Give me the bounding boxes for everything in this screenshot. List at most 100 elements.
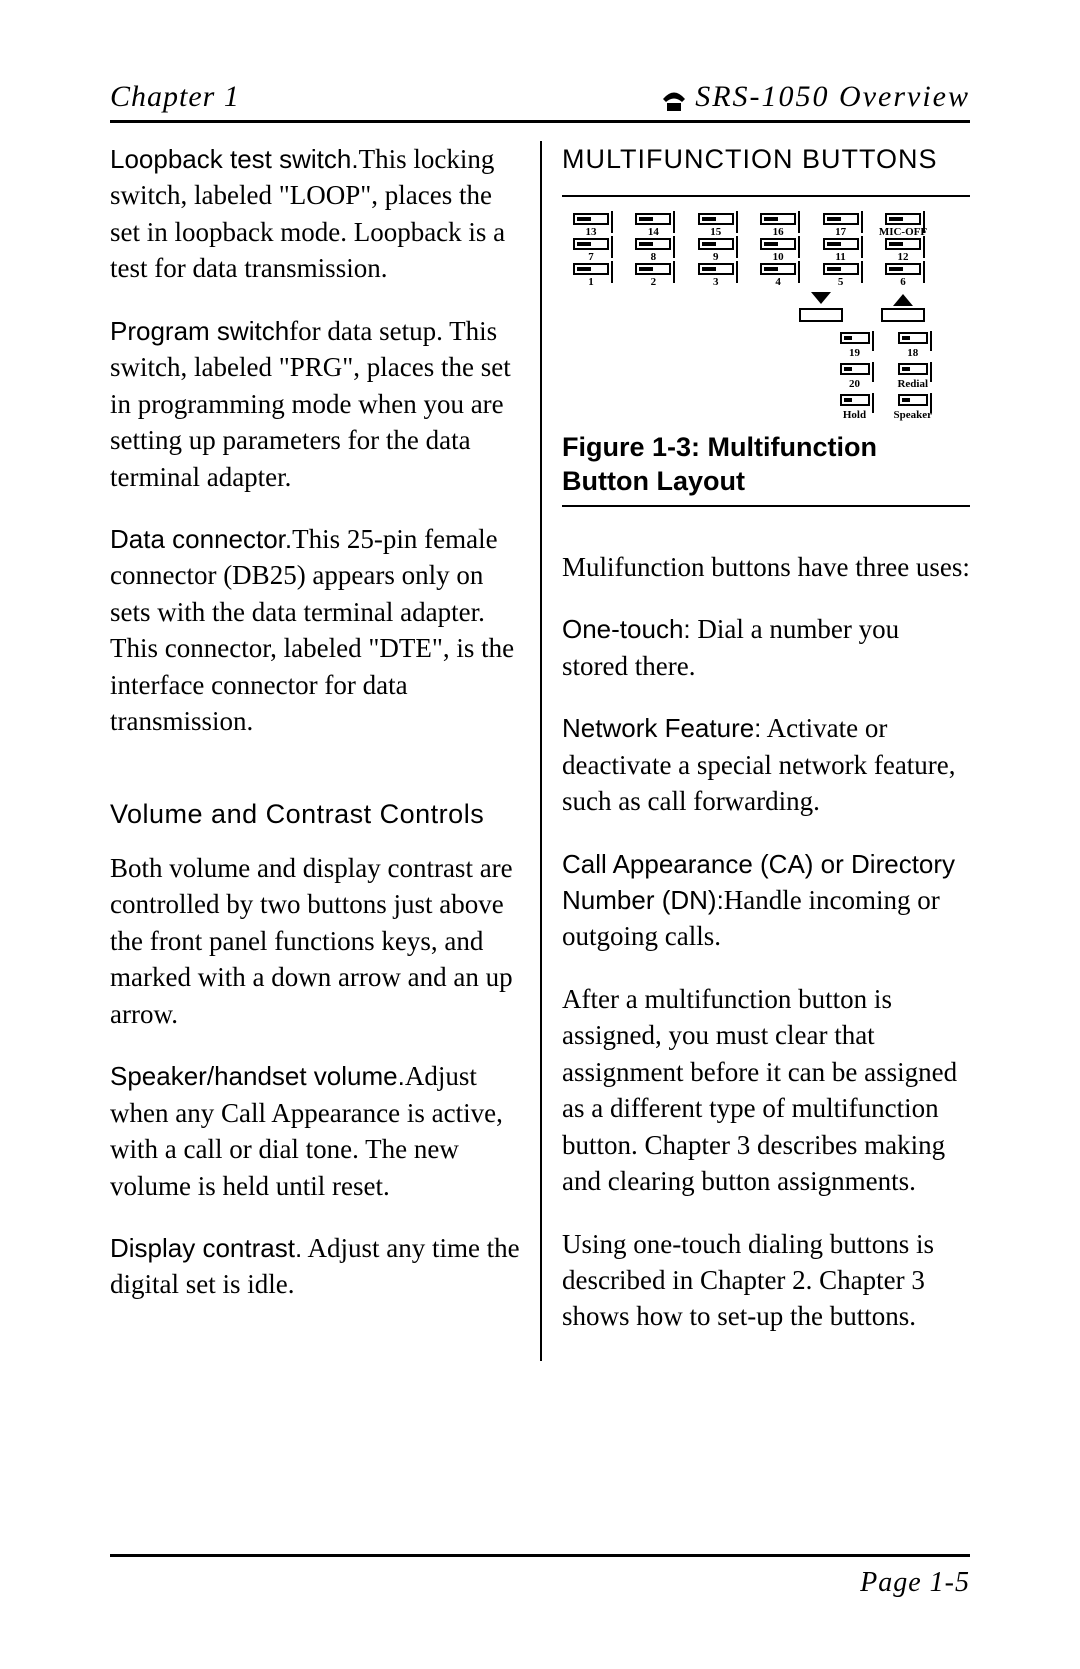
key-19 bbox=[840, 332, 870, 344]
key-redial bbox=[898, 363, 928, 375]
key-label: 18 bbox=[907, 348, 918, 359]
page-header: Chapter 1 SRS-1050 Overview bbox=[110, 80, 970, 123]
chapter-label: Chapter 1 bbox=[110, 80, 240, 114]
key-label: 16 bbox=[773, 227, 784, 238]
diagram-row-labels-top: 13 14 15 16 17 MIC-OFF bbox=[562, 225, 932, 238]
key-8 bbox=[635, 263, 671, 275]
key-blank bbox=[885, 213, 921, 225]
key-10 bbox=[760, 263, 796, 275]
key-label: 11 bbox=[835, 252, 845, 263]
heading-multifunction: MULTIFUNCTION BUTTONS bbox=[562, 141, 970, 177]
term-loopback: Loopback test switch. bbox=[110, 144, 359, 174]
key-20 bbox=[840, 363, 870, 375]
term-network-feature: Network Feature: bbox=[562, 713, 761, 743]
key-12 bbox=[885, 263, 921, 275]
key-label: 13 bbox=[586, 227, 597, 238]
figure-caption: Figure 1-3: Multifunction Button Layout bbox=[562, 431, 970, 499]
key-label: 20 bbox=[849, 379, 860, 390]
key-blank bbox=[698, 213, 734, 225]
term-onetouch: One-touch: bbox=[562, 614, 691, 644]
key-18 bbox=[898, 332, 928, 344]
diagram-lower-rows: 19 20 Hold 18 Redial Speaker bbox=[562, 332, 932, 421]
diagram-row-blank bbox=[562, 213, 932, 225]
key-label: 4 bbox=[775, 277, 781, 288]
content-columns: Loopback test switch.This locking switch… bbox=[110, 141, 970, 1361]
key-label: 2 bbox=[651, 277, 657, 288]
key-label: MIC-OFF bbox=[879, 227, 927, 238]
key-11 bbox=[823, 263, 859, 275]
key-blank bbox=[635, 213, 671, 225]
key-label: 3 bbox=[713, 277, 719, 288]
para-multi-intro: Mulifunction buttons have three uses: bbox=[562, 549, 970, 585]
para-call-appearance: Call Appearance (CA) or Directory Number… bbox=[562, 846, 970, 955]
key-label: 1 bbox=[588, 277, 594, 288]
para-chapters-ref: Using one-touch dialing buttons is descr… bbox=[562, 1226, 970, 1335]
doc-title: SRS-1050 Overview bbox=[661, 80, 970, 114]
para-display-contrast: Display contrast. Adjust any time the di… bbox=[110, 1230, 520, 1303]
key-label: 17 bbox=[835, 227, 846, 238]
phone-icon bbox=[661, 86, 687, 108]
footer-rule bbox=[110, 1554, 970, 1557]
term-dataconn: Data connector. bbox=[110, 524, 292, 554]
key-label: 5 bbox=[838, 277, 844, 288]
para-assign-clear: After a multifunction button is assigned… bbox=[562, 981, 970, 1200]
heading-volume-contrast: Volume and Contrast Controls bbox=[110, 796, 520, 832]
key-7 bbox=[573, 263, 609, 275]
page-number: Page 1-5 bbox=[110, 1567, 970, 1599]
para-onetouch: One-touch: Dial a number you stored ther… bbox=[562, 611, 970, 684]
key-label: 8 bbox=[651, 252, 657, 263]
key-label: 7 bbox=[588, 252, 594, 263]
left-column: Loopback test switch.This locking switch… bbox=[110, 141, 540, 1361]
arrow-up-key bbox=[874, 294, 932, 322]
diagram-row-keys-mid bbox=[562, 238, 932, 250]
page: Chapter 1 SRS-1050 Overview Loopback tes… bbox=[0, 0, 1080, 1669]
page-footer: Page 1-5 bbox=[110, 1554, 970, 1599]
key-blank bbox=[760, 213, 796, 225]
figure-button-layout: 13 14 15 16 17 MIC-OFF bbox=[562, 213, 932, 421]
para-volume-intro: Both volume and display contrast are con… bbox=[110, 850, 520, 1032]
lower-left-col: 19 20 Hold bbox=[840, 332, 870, 421]
key-micoff bbox=[885, 238, 921, 250]
rule-above-figure bbox=[562, 195, 970, 197]
right-column: MULTIFUNCTION BUTTONS 13 14 15 bbox=[540, 141, 970, 1361]
diagram-row-keys-bot bbox=[562, 263, 932, 275]
term-speaker-volume: Speaker/handset volume. bbox=[110, 1061, 405, 1091]
key-label: Redial bbox=[897, 379, 928, 390]
rule-below-figure bbox=[562, 505, 970, 507]
para-speaker-volume: Speaker/handset volume.Adjust when any C… bbox=[110, 1058, 520, 1204]
spacer bbox=[110, 766, 520, 796]
para-loopback: Loopback test switch.This locking switch… bbox=[110, 141, 520, 287]
key-blank bbox=[573, 213, 609, 225]
key-16 bbox=[760, 238, 796, 250]
key-label: Hold bbox=[843, 410, 866, 421]
key-hold bbox=[840, 394, 870, 406]
doc-title-text: SRS-1050 Overview bbox=[695, 80, 970, 113]
key-label: 9 bbox=[713, 252, 719, 263]
key-label: Speaker bbox=[894, 410, 933, 421]
key-14 bbox=[635, 238, 671, 250]
arrow-down-icon bbox=[813, 294, 829, 304]
key-blank bbox=[823, 213, 859, 225]
key-label: 15 bbox=[710, 227, 721, 238]
key-9 bbox=[698, 263, 734, 275]
term-program: Program switch bbox=[110, 316, 289, 346]
para-program: Program switchfor data setup. This switc… bbox=[110, 313, 520, 495]
key-15 bbox=[698, 238, 734, 250]
diagram-row-labels-mid: 7 8 9 10 11 12 bbox=[562, 250, 932, 263]
key-label: 19 bbox=[849, 348, 860, 359]
key-13 bbox=[573, 238, 609, 250]
key-label: 10 bbox=[773, 252, 784, 263]
key-speaker bbox=[898, 394, 928, 406]
key-17 bbox=[823, 238, 859, 250]
spacer bbox=[562, 523, 970, 549]
key-label: 14 bbox=[648, 227, 659, 238]
diagram-row-labels-bot: 1 2 3 4 5 6 bbox=[562, 275, 932, 288]
key-label: 6 bbox=[900, 277, 906, 288]
key-label: 12 bbox=[897, 252, 908, 263]
arrow-down-key bbox=[792, 294, 850, 322]
para-dataconn: Data connector.This 25-pin female connec… bbox=[110, 521, 520, 740]
body-dataconn: This 25-pin female connector (DB25) appe… bbox=[110, 524, 514, 736]
term-display-contrast: Display contrast. bbox=[110, 1233, 302, 1263]
para-network-feature: Network Feature: Activate or deactivate … bbox=[562, 710, 970, 819]
diagram-arrow-row bbox=[562, 294, 932, 322]
